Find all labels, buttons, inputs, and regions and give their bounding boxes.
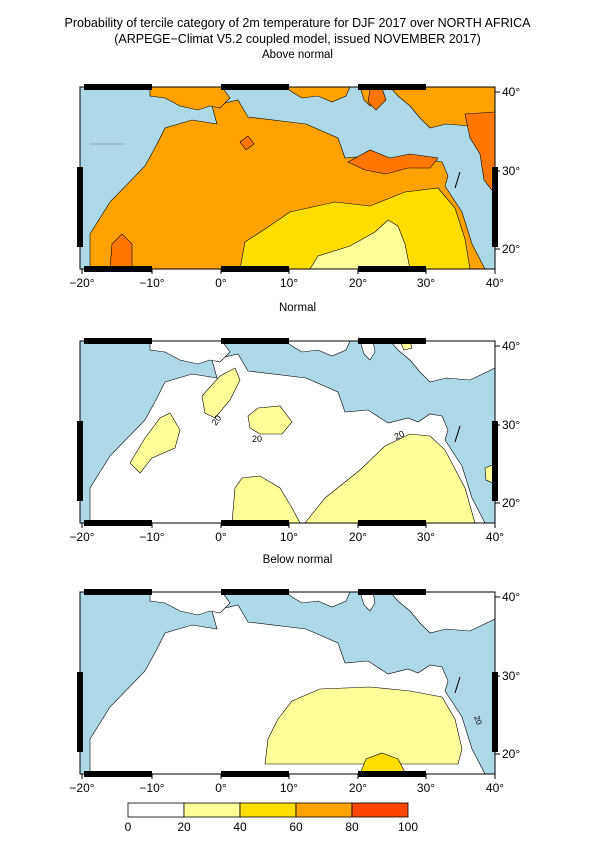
land-region [284,592,351,608]
x-tick-label: −10° [139,276,164,290]
legend-label: 40 [233,820,247,834]
x-tick-label: 10° [280,781,298,795]
title-line2: (ARPEGE−Climat V5.2 coupled model, issue… [114,32,481,46]
contour-label: 20 [393,429,406,442]
land-region [284,341,351,357]
land-region [389,341,495,383]
land-region [149,341,231,365]
x-tick-label: 20° [349,276,367,290]
y-tick-label: 30° [502,418,520,432]
contour-label: 20 [209,413,223,427]
legend-label: 0 [125,820,132,834]
x-tick-label: 0° [215,781,227,795]
prob-area-80-100 [109,233,133,269]
prob-area-20-40 [309,219,411,269]
panel-title-below-normal: Below normal [262,554,333,566]
prob-area-20-40 [247,405,293,435]
contour-label: 20 [252,434,262,444]
prob-area-80-100 [239,135,255,151]
x-tick-label: 10° [280,530,298,544]
x-tick-label: 0° [215,276,227,290]
x-tick-label: 40° [486,530,504,544]
legend-label: 20 [177,820,191,834]
prob-area-20-40 [129,412,181,474]
contour-label: 20 [472,715,484,727]
y-tick-label: 40° [502,590,520,604]
x-tick-label: −20° [69,276,94,290]
panel-title-normal: Normal [278,302,317,314]
legend-label: 60 [289,820,303,834]
x-axis-ticks: −20° −10° 0° 10° 20° 30° 40° [69,269,504,290]
x-tick-label: 40° [486,781,504,795]
x-tick-label: 30° [417,781,435,795]
x-axis-ticks: −20° −10° 0° 10° 20° 30° 40° [69,774,504,795]
x-axis-ticks: −20° −10° 0° 10° 20° 30° 40° [69,523,504,544]
y-tick-label: 30° [502,164,520,178]
y-tick-label: 20° [502,747,520,761]
river-line [454,425,461,443]
prob-area-20-40 [264,686,463,765]
river-line [454,676,461,694]
x-tick-label: 30° [417,276,435,290]
y-tick-label: 20° [502,242,520,256]
map-normal: 20 20 20 −20° −10° 0° 10° 20° 30° 40° 20° 30° 40… [69,338,520,544]
y-axis-ticks: 20° 30° 40° [495,590,520,761]
x-tick-label: −20° [69,781,94,795]
color-legend: 0 20 40 60 80 100 [125,802,418,834]
x-tick-label: 0° [215,530,227,544]
panel-title-above-normal: Above normal [262,49,333,61]
land-region [359,341,376,361]
x-tick-label: −20° [69,530,94,544]
legend-color-box [295,802,353,818]
legend-color-box [183,802,241,818]
map-below-normal: 20 −20° −10° 0° 10° 20° 30° 40° 20° 30° 40° [69,589,520,795]
land-region [149,592,231,616]
y-tick-label: 30° [502,669,520,683]
prob-area-80-100 [464,111,495,195]
map-frame [77,84,498,272]
legend-label: 100 [398,820,418,834]
legend-label: 80 [345,820,359,834]
y-axis-ticks: 20° 30° 40° [495,339,520,510]
x-tick-label: −10° [139,530,164,544]
legend-color-box [351,802,409,818]
map-frame [77,338,498,526]
map-frame [77,589,498,777]
prob-area-80-100 [347,149,439,175]
x-tick-label: 40° [486,276,504,290]
x-tick-label: −10° [139,781,164,795]
river-line [454,171,461,189]
y-tick-label: 40° [502,85,520,99]
x-tick-label: 30° [417,530,435,544]
land-region [284,87,351,103]
prob-area-20-40 [304,433,476,523]
prob-area-20-40 [201,367,241,419]
prob-area-20-40 [231,475,301,523]
legend-color-box [127,802,185,818]
x-tick-label: 20° [349,781,367,795]
y-axis-ticks: 20° 30° 40° [495,85,520,256]
x-tick-label: 20° [349,530,367,544]
y-tick-label: 40° [502,339,520,353]
land-region [359,592,376,612]
title-line1: Probability of tercile category of 2m te… [64,16,531,30]
map-above-normal: −20° −10° 0° 10° 20° 30° 40° 20° 30° 40° [69,84,520,290]
land-region [389,592,495,634]
prob-area-40-60 [359,752,407,774]
y-tick-label: 20° [502,496,520,510]
x-tick-label: 10° [280,276,298,290]
land-region [149,87,231,111]
prob-area-40-60 [239,187,471,269]
legend-color-box [239,802,297,818]
